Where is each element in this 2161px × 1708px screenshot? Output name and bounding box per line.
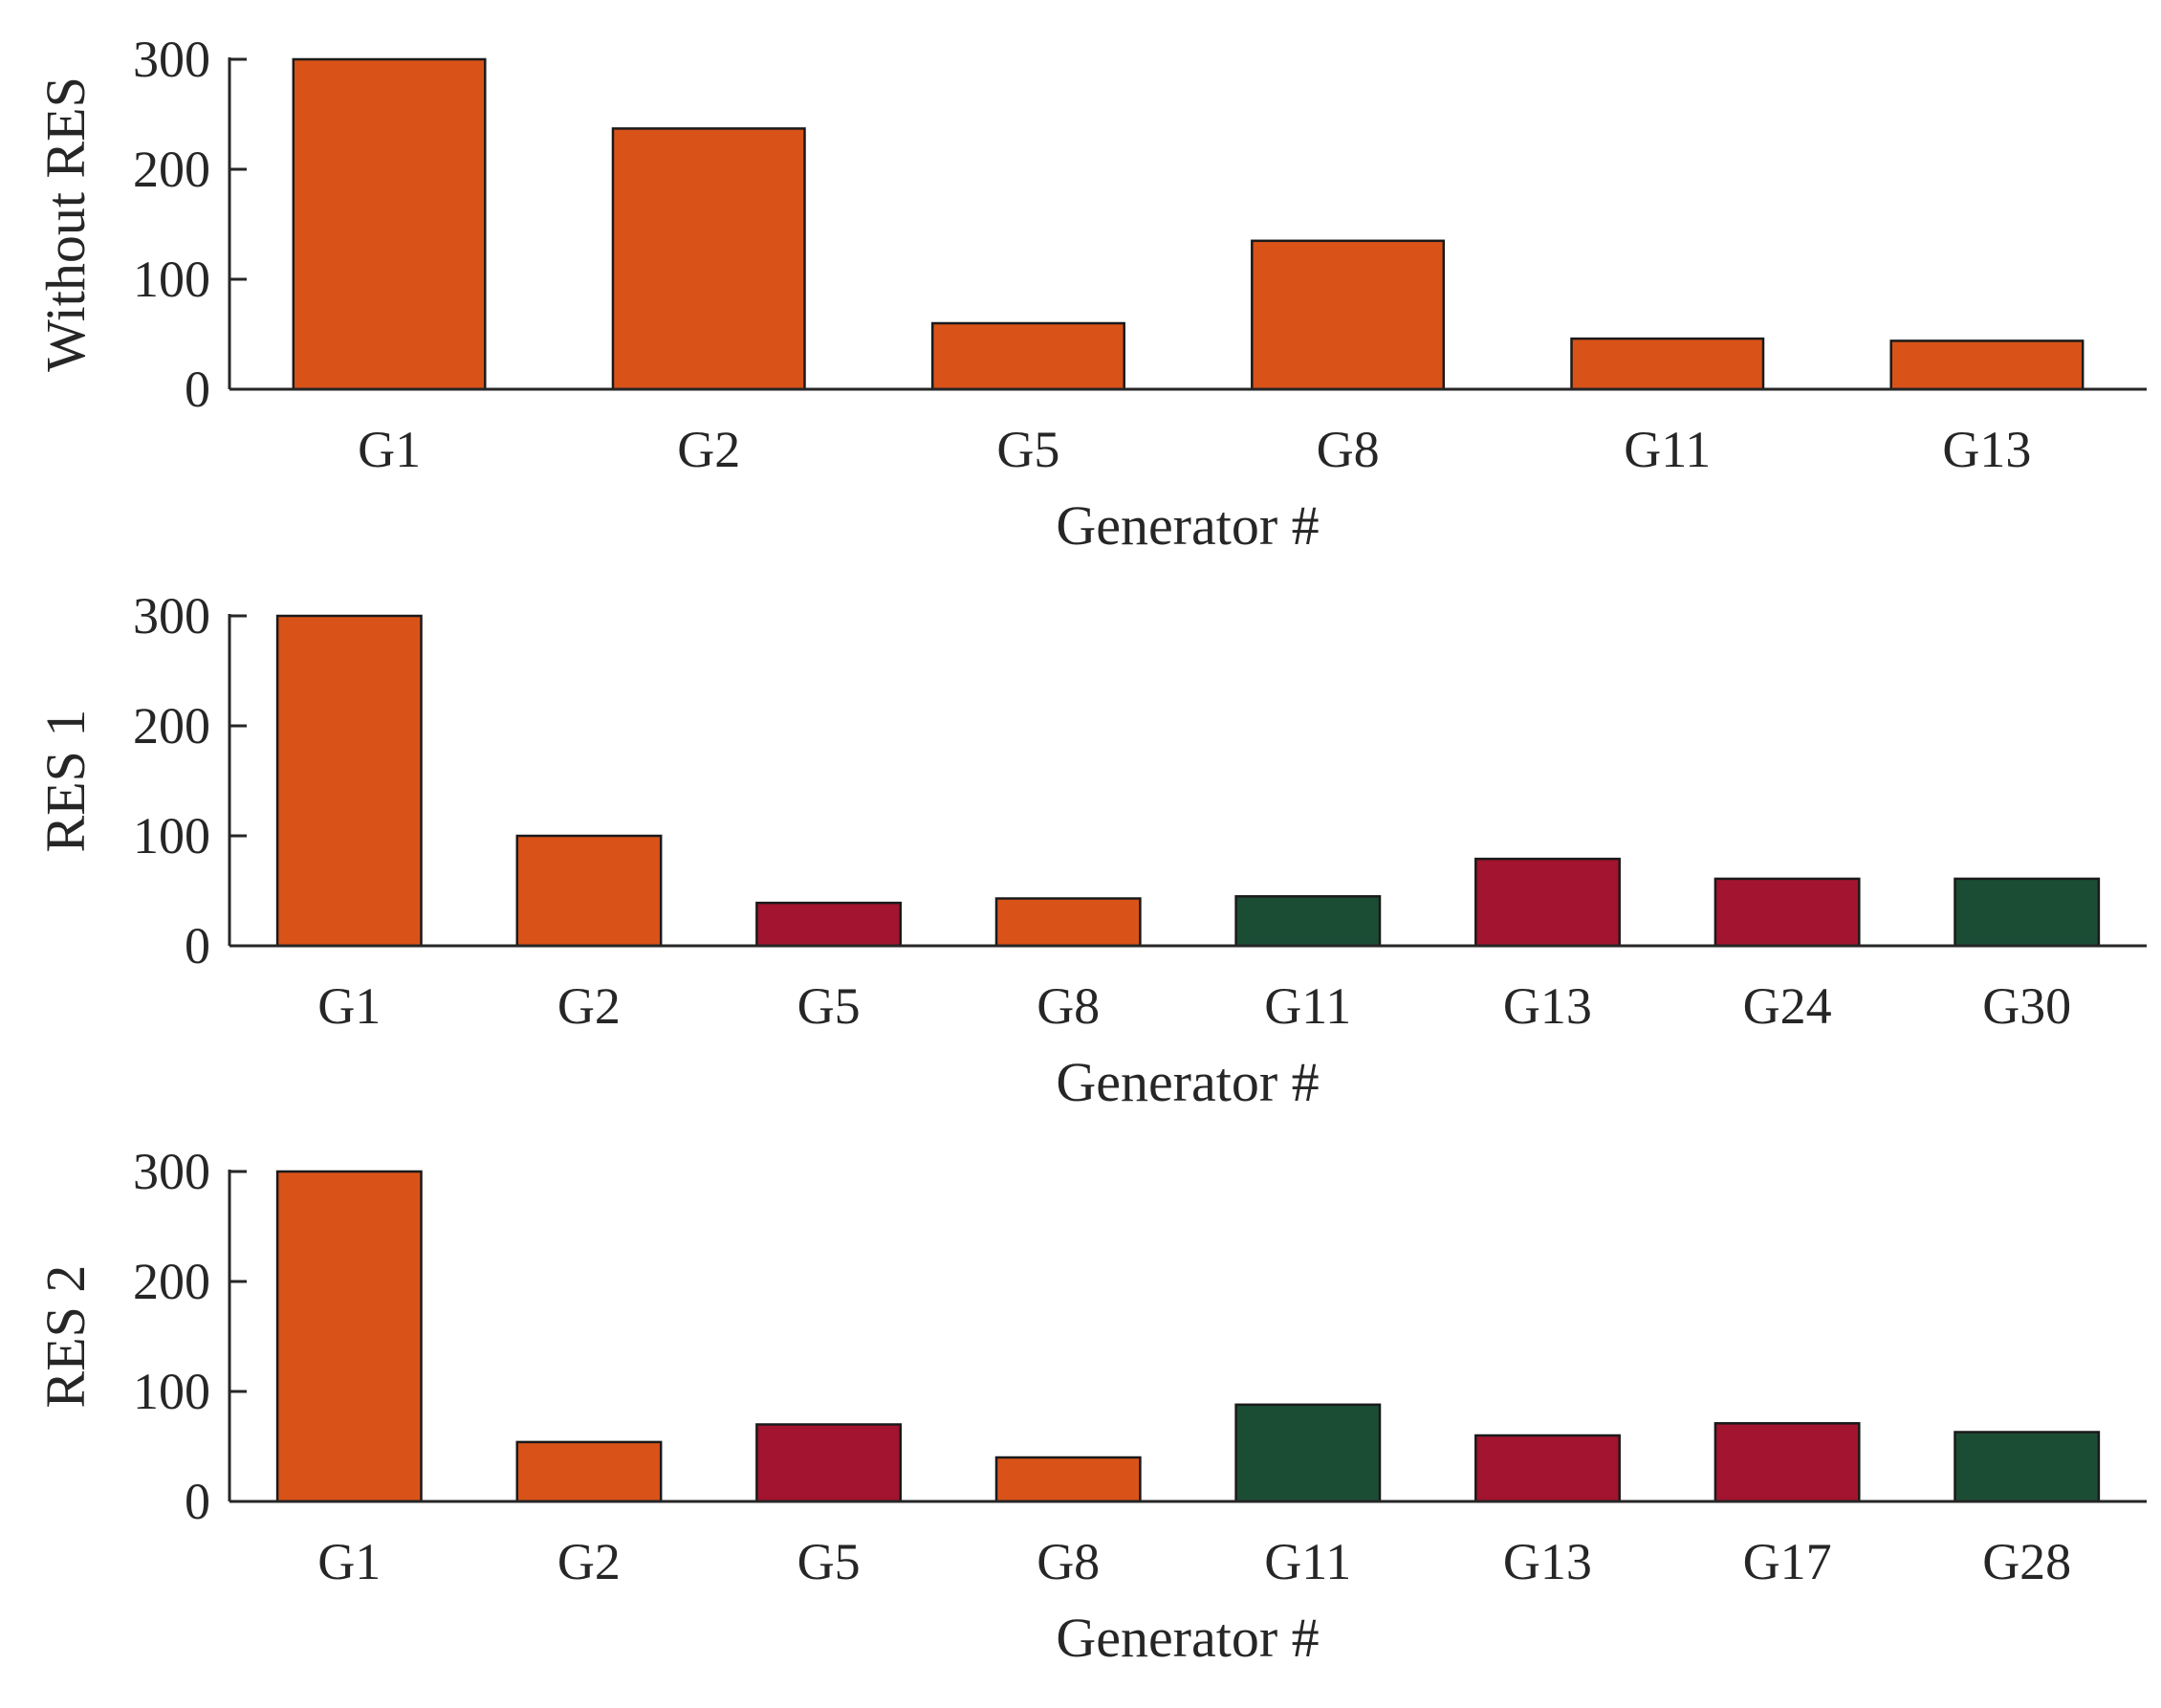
y-axis-label: Without RES — [34, 77, 97, 372]
x-tick-label: G2 — [557, 977, 621, 1035]
chart-panel-3: 0 100 200 300 G1 G2 G5 G8 G11 G13 G17 G28 Generator … — [34, 1143, 2147, 1669]
x-tick-label: G1 — [358, 421, 421, 478]
bar-g2 — [515, 1440, 663, 1503]
bar-g17 — [1714, 1422, 1861, 1503]
x-tick-label: G11 — [1264, 977, 1351, 1035]
x-axis-label: Generator # — [1056, 494, 1319, 557]
y-tick-label: 100 — [133, 1363, 210, 1420]
bar-g30 — [1954, 877, 2101, 948]
y-axis-label: RES 2 — [34, 1265, 97, 1409]
bar-g5 — [755, 1423, 903, 1503]
x-tick-label: G13 — [1503, 977, 1592, 1035]
bar-g11 — [1234, 1403, 1382, 1503]
chart-panel-2: 0 100 200 300 G1 G2 G5 G8 G11 G13 G24 G30 Generator … — [34, 587, 2147, 1113]
bar-g1 — [275, 1170, 423, 1503]
x-tick-label: G8 — [1037, 977, 1100, 1035]
bar-g28 — [1954, 1431, 2101, 1503]
x-tick-label: G24 — [1743, 977, 1832, 1035]
x-tick-label: G28 — [1982, 1533, 2071, 1590]
x-tick-label: G13 — [1503, 1533, 1592, 1590]
y-tick-label: 200 — [133, 141, 210, 198]
x-tick-label: G5 — [797, 1533, 861, 1590]
bar-g8 — [1251, 239, 1446, 391]
bar-g8 — [994, 1456, 1142, 1503]
bar-g11 — [1570, 337, 1765, 391]
y-tick-label: 0 — [185, 917, 210, 974]
x-tick-label: G1 — [317, 1533, 381, 1590]
x-tick-label: G11 — [1624, 421, 1711, 478]
x-tick-label: G11 — [1264, 1533, 1351, 1590]
x-tick-label: G8 — [1037, 1533, 1100, 1590]
y-tick-label: 100 — [133, 251, 210, 308]
x-axis-label: Generator # — [1056, 1051, 1319, 1113]
y-tick-label: 300 — [133, 587, 210, 645]
y-tick-label: 200 — [133, 697, 210, 755]
x-tick-label: G2 — [677, 421, 740, 478]
y-tick-label: 0 — [185, 1473, 210, 1530]
bar-g24 — [1714, 877, 1861, 948]
y-tick-label: 0 — [185, 361, 210, 418]
bar-g11 — [1234, 895, 1382, 948]
bar-g2 — [515, 834, 663, 948]
x-tick-label: G2 — [557, 1533, 621, 1590]
bar-g5 — [930, 321, 1125, 391]
bar-g2 — [611, 127, 806, 391]
bar-g1 — [292, 57, 487, 391]
y-tick-label: 100 — [133, 807, 210, 865]
x-tick-label: G5 — [996, 421, 1059, 478]
bar-g13 — [1889, 339, 2085, 391]
bar-g13 — [1474, 857, 1621, 948]
x-tick-label: G30 — [1982, 977, 2071, 1035]
x-axis-label: Generator # — [1056, 1607, 1319, 1669]
y-tick-label: 200 — [133, 1253, 210, 1310]
bar-g8 — [994, 897, 1142, 948]
chart-panel-1: 0 100 200 300 G1 G2 G5 G8 G11 G13 Generator # Witho… — [34, 31, 2147, 557]
x-tick-label: G17 — [1743, 1533, 1832, 1590]
x-tick-label: G1 — [317, 977, 381, 1035]
bar-g5 — [755, 901, 903, 948]
bar-g1 — [275, 614, 423, 948]
x-tick-label: G5 — [797, 977, 861, 1035]
x-tick-label: G8 — [1317, 421, 1380, 478]
x-tick-label: G13 — [1942, 421, 2031, 478]
y-tick-label: 300 — [133, 31, 210, 88]
bar-g13 — [1474, 1434, 1621, 1503]
y-axis-label: RES 1 — [34, 710, 97, 853]
y-tick-label: 300 — [133, 1143, 210, 1200]
